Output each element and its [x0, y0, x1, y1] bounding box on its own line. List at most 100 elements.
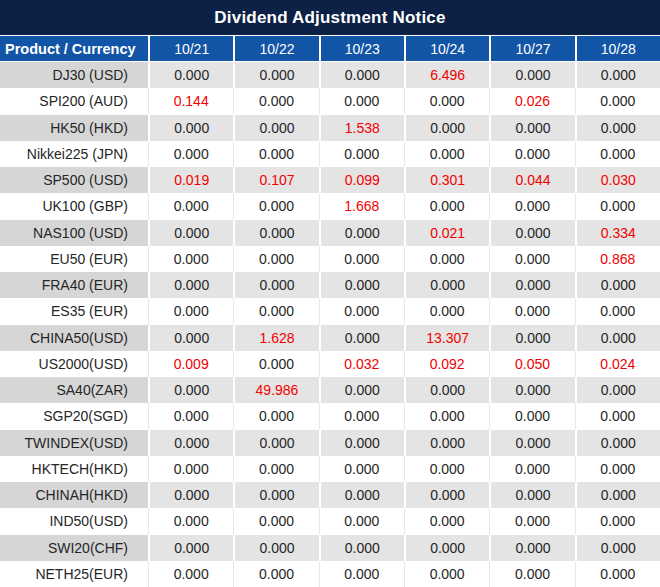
table-row: SP500 (USD)0.0190.1070.0990.3010.0440.03…	[0, 167, 660, 193]
value-cell: 0.000	[489, 482, 574, 508]
date-header: 10/27	[489, 36, 574, 62]
value-cell: 0.044	[489, 167, 574, 193]
product-cell: SWI20(CHF)	[0, 535, 148, 561]
value-cell: 0.000	[319, 325, 404, 351]
product-cell: SGP20(SGD)	[0, 403, 148, 429]
table-row: SWI20(CHF)0.0000.0000.0000.0000.0000.000	[0, 535, 660, 561]
value-cell: 0.301	[404, 167, 489, 193]
table-row: FRA40 (EUR)0.0000.0000.0000.0000.0000.00…	[0, 272, 660, 298]
value-cell: 0.000	[148, 115, 233, 141]
value-cell: 0.019	[148, 167, 233, 193]
value-cell: 0.000	[319, 272, 404, 298]
value-cell: 0.000	[404, 298, 489, 324]
value-cell: 0.000	[575, 535, 660, 561]
value-cell: 0.000	[233, 430, 318, 456]
value-cell: 0.000	[148, 535, 233, 561]
product-cell: SP500 (USD)	[0, 167, 148, 193]
value-cell: 0.000	[575, 325, 660, 351]
table-row: CHINA50(USD)0.0001.6280.00013.3070.0000.…	[0, 325, 660, 351]
table-row: Nikkei225 (JPN)0.0000.0000.0000.0000.000…	[0, 141, 660, 167]
value-cell: 0.000	[233, 193, 318, 219]
value-cell: 1.538	[319, 115, 404, 141]
value-cell: 0.000	[404, 508, 489, 534]
value-cell: 0.000	[233, 535, 318, 561]
product-cell: CHINA50(USD)	[0, 325, 148, 351]
value-cell: 0.000	[489, 62, 574, 88]
value-cell: 0.107	[233, 167, 318, 193]
table-row: SA40(ZAR)0.00049.9860.0000.0000.0000.000	[0, 377, 660, 403]
product-cell: TWINDEX(USD)	[0, 430, 148, 456]
value-cell: 0.099	[319, 167, 404, 193]
value-cell: 0.000	[233, 482, 318, 508]
value-cell: 0.000	[404, 535, 489, 561]
date-header: 10/24	[404, 36, 489, 62]
value-cell: 0.000	[148, 325, 233, 351]
value-cell: 0.000	[148, 456, 233, 482]
value-cell: 0.000	[575, 272, 660, 298]
value-cell: 0.000	[319, 88, 404, 114]
value-cell: 0.000	[489, 456, 574, 482]
value-cell: 0.000	[575, 508, 660, 534]
value-cell: 0.000	[575, 298, 660, 324]
value-cell: 0.000	[319, 141, 404, 167]
value-cell: 0.000	[489, 115, 574, 141]
value-cell: 0.000	[233, 351, 318, 377]
date-header: 10/21	[148, 36, 233, 62]
value-cell: 0.092	[404, 351, 489, 377]
table-header-row: Product / Currency 10/2110/2210/2310/241…	[0, 36, 660, 62]
value-cell: 49.986	[233, 377, 318, 403]
table-row: US2000(USD)0.0090.0000.0320.0920.0500.02…	[0, 351, 660, 377]
value-cell: 0.000	[233, 456, 318, 482]
value-cell: 0.021	[404, 220, 489, 246]
value-cell: 0.000	[148, 141, 233, 167]
notice-title: Dividend Adjustment Notice	[0, 0, 660, 35]
value-cell: 0.000	[489, 298, 574, 324]
value-cell: 0.000	[575, 115, 660, 141]
product-cell: UK100 (GBP)	[0, 193, 148, 219]
value-cell: 1.628	[233, 325, 318, 351]
value-cell: 0.000	[233, 561, 318, 587]
value-cell: 0.000	[404, 403, 489, 429]
table-row: NETH25(EUR)0.0000.0000.0000.0000.0000.00…	[0, 561, 660, 587]
table-row: HKTECH(HKD)0.0000.0000.0000.0000.0000.00…	[0, 456, 660, 482]
value-cell: 0.000	[319, 508, 404, 534]
value-cell: 0.000	[575, 141, 660, 167]
value-cell: 0.000	[404, 482, 489, 508]
value-cell: 0.000	[148, 403, 233, 429]
table-row: HK50 (HKD)0.0000.0001.5380.0000.0000.000	[0, 115, 660, 141]
value-cell: 0.000	[319, 482, 404, 508]
product-cell: SA40(ZAR)	[0, 377, 148, 403]
value-cell: 0.000	[575, 377, 660, 403]
value-cell: 0.000	[575, 88, 660, 114]
value-cell: 0.030	[575, 167, 660, 193]
value-cell: 0.000	[233, 403, 318, 429]
value-cell: 0.000	[404, 246, 489, 272]
value-cell: 0.000	[319, 561, 404, 587]
value-cell: 0.000	[233, 115, 318, 141]
product-cell: CHINAH(HKD)	[0, 482, 148, 508]
product-cell: EU50 (EUR)	[0, 246, 148, 272]
value-cell: 0.000	[575, 561, 660, 587]
value-cell: 0.000	[404, 115, 489, 141]
product-cell: NAS100 (USD)	[0, 220, 148, 246]
product-cell: IND50(USD)	[0, 508, 148, 534]
value-cell: 0.000	[575, 193, 660, 219]
value-cell: 0.000	[233, 246, 318, 272]
value-cell: 0.026	[489, 88, 574, 114]
product-cell: SPI200 (AUD)	[0, 88, 148, 114]
value-cell: 0.000	[404, 88, 489, 114]
value-cell: 0.000	[148, 62, 233, 88]
value-cell: 0.000	[489, 193, 574, 219]
product-cell: Nikkei225 (JPN)	[0, 141, 148, 167]
value-cell: 0.000	[489, 272, 574, 298]
value-cell: 0.000	[233, 298, 318, 324]
product-cell: NETH25(EUR)	[0, 561, 148, 587]
value-cell: 0.000	[575, 403, 660, 429]
value-cell: 0.000	[319, 377, 404, 403]
product-cell: HKTECH(HKD)	[0, 456, 148, 482]
value-cell: 0.000	[489, 325, 574, 351]
value-cell: 0.000	[489, 430, 574, 456]
value-cell: 13.307	[404, 325, 489, 351]
table-row: TWINDEX(USD)0.0000.0000.0000.0000.0000.0…	[0, 430, 660, 456]
value-cell: 0.334	[575, 220, 660, 246]
